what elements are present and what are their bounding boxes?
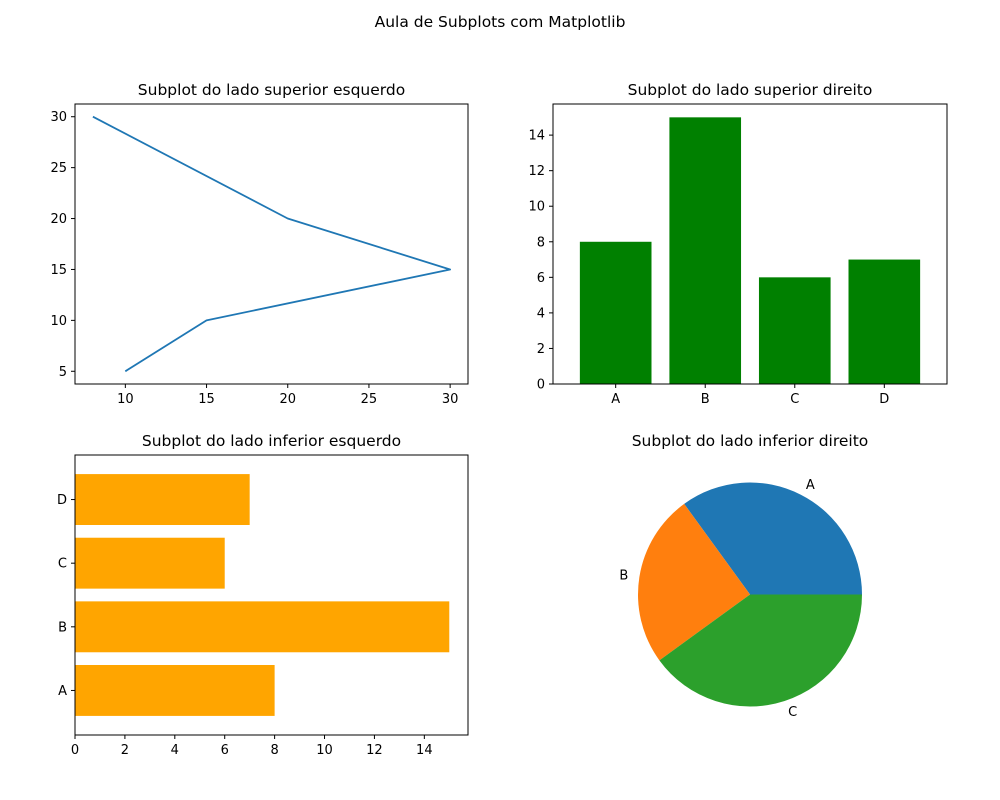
y-tick-label: D xyxy=(57,493,67,508)
y-tick-label: 5 xyxy=(59,365,67,380)
x-tick-label: 2 xyxy=(121,743,129,758)
y-tick-label: B xyxy=(58,620,67,635)
bar-D xyxy=(848,259,921,384)
y-tick-label: 12 xyxy=(528,164,545,179)
bar-B xyxy=(75,601,450,653)
bar-D xyxy=(75,474,250,525)
bar-C xyxy=(758,277,831,384)
x-tick-label: D xyxy=(879,392,889,407)
y-tick-label: 2 xyxy=(537,342,545,357)
bar-A xyxy=(75,665,275,716)
y-tick-label: 10 xyxy=(50,314,67,329)
subplot-bottom-right-pie: Subplot do lado inferior direito A B C xyxy=(619,432,868,720)
x-tick-label: 6 xyxy=(221,743,229,758)
x-tick-label: 0 xyxy=(71,743,79,758)
axes-title: Subplot do lado superior esquerdo xyxy=(138,81,405,99)
bar-B xyxy=(669,117,742,384)
x-tick-label: 10 xyxy=(316,743,333,758)
pie-slice-B xyxy=(638,503,750,661)
y-tick-label: 10 xyxy=(528,200,545,215)
bar-A xyxy=(579,241,652,384)
y-tick-label: A xyxy=(58,684,67,699)
x-tick-label: 25 xyxy=(361,392,378,407)
pie-label: C xyxy=(788,705,797,720)
axes-title: Subplot do lado inferior direito xyxy=(632,432,869,450)
series-line xyxy=(92,115,452,373)
y-tick-label: 4 xyxy=(537,306,545,321)
axes-frame xyxy=(74,454,469,736)
y-tick-label: 30 xyxy=(50,110,67,125)
y-tick-label: 14 xyxy=(528,129,545,144)
axes-title: Subplot do lado superior direito xyxy=(628,81,873,99)
y-tick-label: C xyxy=(58,557,67,572)
axes-frame xyxy=(74,103,469,385)
pie-slice-A xyxy=(684,482,862,595)
y-tick-label: 15 xyxy=(50,263,67,278)
x-tick-label: 8 xyxy=(270,743,278,758)
x-tick-label: A xyxy=(611,392,620,407)
x-tick-label: C xyxy=(790,392,799,407)
y-tick-label: 0 xyxy=(537,378,545,393)
y-tick-label: 6 xyxy=(537,271,545,286)
x-tick-label: 15 xyxy=(198,392,215,407)
bar-C xyxy=(75,537,225,589)
x-tick-label: 20 xyxy=(279,392,296,407)
x-tick-label: 14 xyxy=(416,743,433,758)
subplot-top-right-bar: Subplot do lado superior direito A B C D 0 2 4 6… xyxy=(528,81,948,407)
pie-slice-C xyxy=(659,594,862,707)
axes-title: Subplot do lado inferior esquerdo xyxy=(142,432,401,450)
x-tick-label: 12 xyxy=(366,743,383,758)
y-tick-label: 25 xyxy=(50,161,67,176)
pie-label: A xyxy=(806,478,815,493)
pie-label: B xyxy=(619,569,628,584)
x-tick-label: 30 xyxy=(442,392,459,407)
x-tick-label: 10 xyxy=(117,392,134,407)
x-tick-label: 4 xyxy=(171,743,179,758)
figure-suptitle: Aula de Subplots com Matplotlib xyxy=(375,13,626,31)
y-tick-label: 20 xyxy=(50,212,67,227)
subplot-top-left-line: Subplot do lado superior esquerdo 10 15 20 2… xyxy=(50,81,469,407)
y-tick-label: 8 xyxy=(537,235,545,250)
subplot-bottom-left-barh: Subplot do lado inferior esquerdo 0 2 4 6 8 10… xyxy=(57,432,469,758)
x-tick-label: B xyxy=(701,392,710,407)
axes-frame xyxy=(552,103,948,385)
